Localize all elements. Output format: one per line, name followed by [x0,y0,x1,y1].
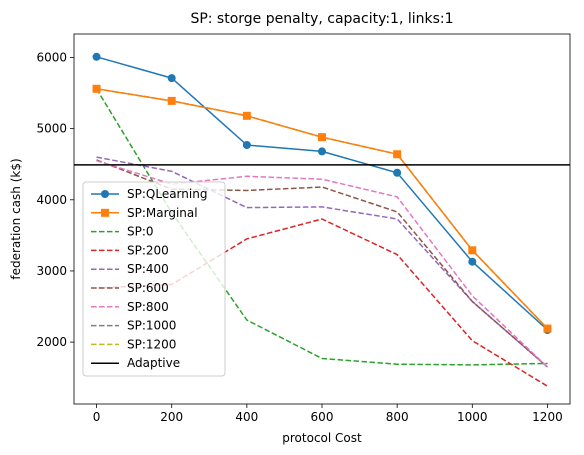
legend-label-sp-800: SP:800 [127,300,169,314]
legend-label-sp-1200: SP:1200 [127,337,176,351]
y-tick-label: 2000 [36,335,67,349]
data-point-sp-marginal [393,150,402,159]
legend-label-sp-600: SP:600 [127,281,169,295]
chart-title: SP: storge penalty, capacity:1, links:1 [190,11,453,27]
data-point-sp-qlearning [393,168,402,177]
axes-frame [73,33,571,405]
legend: SP:QLearning SP:Marginal SP:0 SP:200 SP:400 S… [82,181,226,377]
legend-marker-sp-marginal [101,208,109,217]
legend-label-sp-0: SP:0 [127,225,154,239]
x-tick-label: 400 [235,410,258,424]
data-point-sp-qlearning [242,141,251,149]
series-line-sp-400 [96,156,548,368]
legend-frame [82,181,226,377]
data-point-sp-qlearning [92,52,101,61]
data-point-sp-marginal [92,84,101,93]
x-tick-label: 1200 [532,410,563,424]
data-point-sp-qlearning [318,147,326,156]
data-point-sp-marginal [468,246,477,255]
legend-label-sp-400: SP:400 [127,262,169,276]
x-tick-label: 200 [160,410,183,424]
y-tick-label: 3000 [36,264,67,278]
data-point-sp-marginal [543,324,552,333]
data-point-sp-marginal [242,111,251,120]
legend-label-sp-qlearning: SP:QLearning [127,187,207,201]
x-tick-label: 800 [386,410,409,424]
legend-label-sp-200: SP:200 [127,243,169,257]
data-point-sp-qlearning [468,257,477,266]
data-point-sp-marginal [167,96,176,105]
legend-label-sp-marginal: SP:Marginal [127,206,198,220]
data-point-sp-qlearning [167,74,176,83]
legend-marker-sp-qlearning [101,190,109,198]
x-tick-label: 1000 [457,410,488,424]
legend-label-sp-1000: SP:1000 [127,319,176,333]
y-tick-label: 6000 [36,50,67,64]
y-tick-label: 5000 [36,122,67,136]
data-point-sp-marginal [318,133,326,142]
legend-label-adaptive: Adaptive [127,356,180,370]
x-tick-label: 0 [93,410,101,424]
plot-area: 0 200 400 600 800 1000 1200 2000 3000 4000 5000 600… [36,33,571,424]
y-tick-label: 4000 [36,193,67,207]
x-axis-label: protocol Cost [282,431,362,445]
x-tick-label: 600 [311,410,334,424]
y-axis-label: federation cash (k$) [9,158,23,279]
